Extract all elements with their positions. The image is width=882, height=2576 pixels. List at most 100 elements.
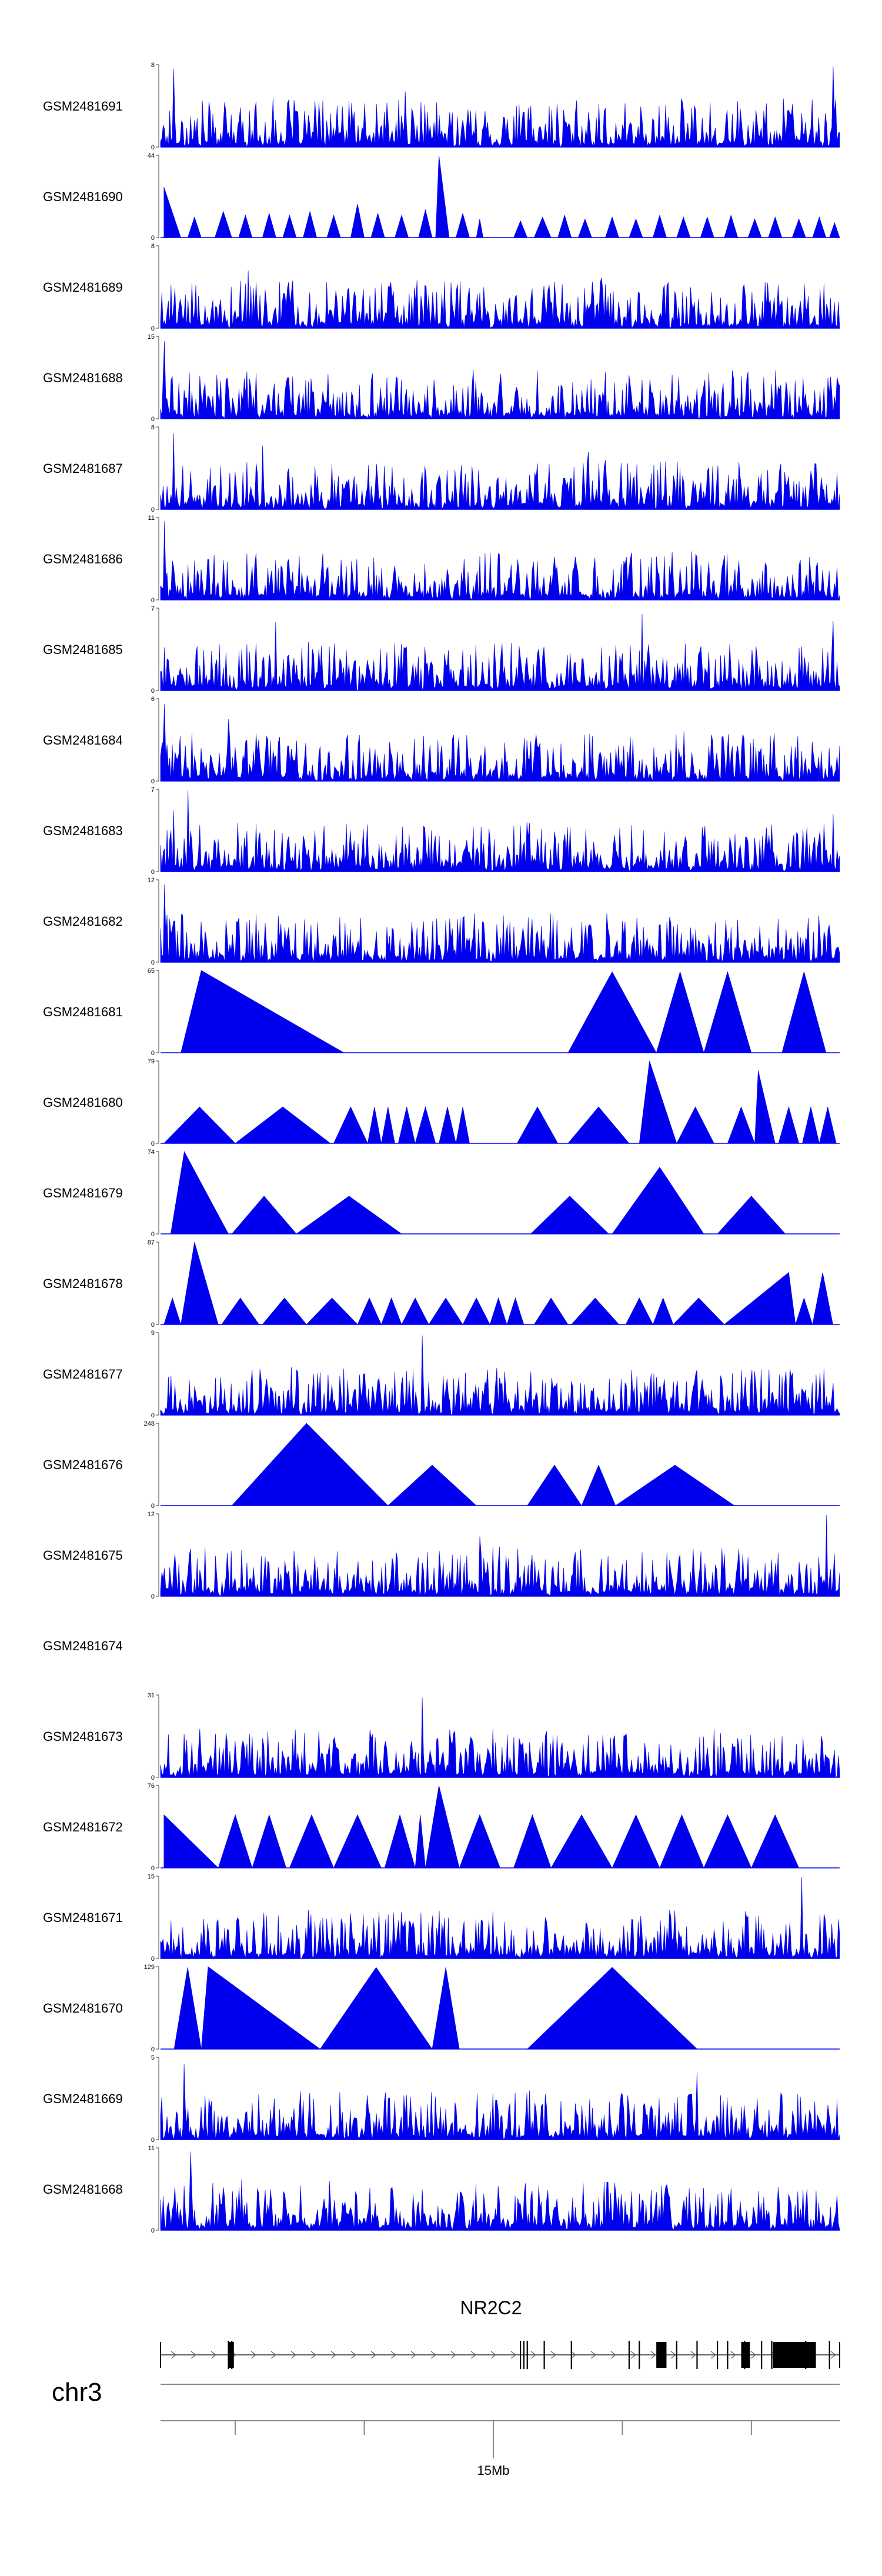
chromosome-label: chr3 [52, 2378, 102, 2407]
y-axis-max-label: 12 [148, 877, 155, 884]
signal-area [526, 1967, 698, 2050]
strand-arrow [570, 2351, 577, 2359]
signal-area [235, 1106, 331, 1144]
signal-area [173, 1967, 202, 2050]
signal-area [181, 970, 345, 1053]
strand-arrow [550, 2351, 557, 2359]
y-axis-min-label: 0 [151, 1774, 155, 1781]
signal-area [676, 1106, 714, 1144]
strand-arrow [410, 2351, 417, 2359]
y-axis-min-label: 0 [151, 144, 155, 151]
track-GSM2481690: GSM2481690 44 0 [43, 152, 840, 242]
signal-area [160, 1335, 840, 1416]
y-axis-max-label: 9 [151, 1330, 155, 1337]
strand-arrow [450, 2351, 457, 2359]
signal-area [717, 1196, 786, 1234]
signal-area [439, 1106, 456, 1144]
y-axis-min-label: 0 [151, 2046, 155, 2053]
signal-area [418, 209, 433, 238]
signal-area [160, 790, 840, 872]
signal-area [306, 1423, 389, 1506]
y-axis-min-label: 0 [151, 1865, 155, 1872]
y-axis-max-label: 31 [148, 1692, 155, 1699]
track-GSM2481682: GSM2481682 12 0 [43, 877, 840, 966]
signal-area [652, 1297, 674, 1325]
track-label: GSM2481671 [43, 1910, 123, 1925]
track-label: GSM2481690 [43, 189, 123, 204]
track-label: GSM2481687 [43, 461, 123, 476]
track-label: GSM2481689 [43, 280, 123, 295]
track-label: GSM2481688 [43, 371, 123, 385]
signal-area [252, 1814, 287, 1868]
signal-area [160, 66, 840, 148]
signal-area [768, 216, 783, 238]
signal-area [326, 214, 341, 238]
y-axis-max-label: 6 [151, 696, 155, 703]
signal-area [432, 1967, 460, 2050]
signal-area [571, 1297, 620, 1325]
strand-arrow [290, 2351, 297, 2359]
track-GSM2481687: GSM2481687 8 0 [43, 424, 840, 513]
y-axis-min-label: 0 [151, 1140, 155, 1147]
y-axis-min-label: 0 [151, 1050, 155, 1057]
y-axis-max-label: 44 [148, 152, 155, 159]
track-GSM2481678: GSM2481678 87 0 [43, 1239, 840, 1329]
signal-area [303, 211, 318, 238]
y-axis-min-label: 0 [151, 778, 155, 785]
strand-arrow [350, 2351, 357, 2359]
signal-area [380, 1297, 402, 1325]
strand-arrow [211, 2351, 217, 2359]
track-GSM2481685: GSM2481685 7 0 [43, 605, 840, 695]
y-axis-min-label: 0 [151, 1412, 155, 1419]
signal-area [577, 218, 592, 238]
signal-area [612, 1814, 660, 1868]
track-label: GSM2481682 [43, 914, 123, 929]
y-axis-min-label: 0 [151, 416, 155, 423]
signal-area [367, 1106, 382, 1144]
signal-area [605, 216, 620, 238]
strand-arrow [710, 2351, 717, 2359]
signal-area [425, 1785, 460, 1868]
track-label: GSM2481669 [43, 2091, 123, 2106]
signal-area [802, 1106, 820, 1144]
y-axis-max-label: 248 [144, 1420, 155, 1427]
signal-area [581, 1464, 616, 1506]
signal-area [163, 187, 182, 238]
signal-area [428, 1297, 463, 1325]
signal-area [160, 613, 840, 691]
signal-area [676, 216, 691, 238]
track-GSM2481672: GSM2481672 76 0 [43, 1783, 840, 1872]
signal-area [357, 1297, 382, 1325]
signal-area [751, 1814, 800, 1868]
y-axis-max-label: 11 [148, 515, 155, 522]
signal-area [527, 1464, 582, 1506]
y-axis-min-label: 0 [151, 869, 155, 876]
gene-label: NR2C2 [460, 2297, 522, 2318]
signal-area [629, 218, 643, 238]
signal-area [282, 214, 297, 238]
strand-arrow [610, 2351, 617, 2359]
track-label: GSM2481681 [43, 1005, 123, 1019]
strand-arrow [370, 2351, 377, 2359]
signal-area [567, 971, 657, 1053]
signal-area [476, 219, 483, 238]
strand-arrow [690, 2351, 697, 2359]
y-axis-min-label: 0 [151, 1956, 155, 1963]
signal-area [381, 1106, 395, 1144]
track-GSM2481671: GSM2481671 15 0 [43, 1873, 840, 1963]
signal-area [612, 1166, 704, 1234]
chromosome-axis: chr3 15Mb [52, 2378, 840, 2478]
signal-area [747, 218, 762, 238]
signal-area [160, 2064, 840, 2140]
signal-area [214, 211, 232, 238]
signal-area [160, 1697, 840, 1778]
y-axis-max-label: 12 [148, 1511, 155, 1518]
track-GSM2481689: GSM2481689 8 0 [43, 243, 840, 332]
signal-area [397, 1106, 416, 1144]
track-label: GSM2481691 [43, 99, 123, 114]
signal-area [160, 1515, 840, 1597]
signal-area [238, 214, 253, 238]
gene-track: NR2C2 [160, 2297, 840, 2369]
track-GSM2481673: GSM2481673 31 0 [43, 1692, 840, 1781]
